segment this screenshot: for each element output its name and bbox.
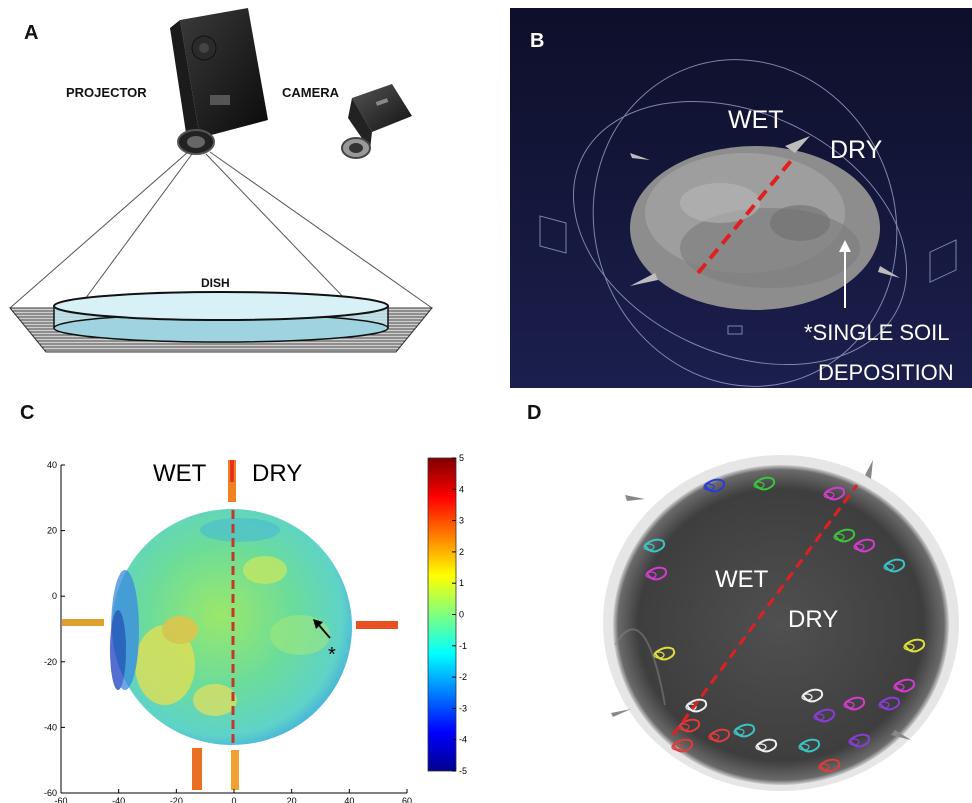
x-tick-label: 20 (287, 796, 297, 803)
larva-outline (813, 713, 825, 721)
deposition-arrowhead (839, 240, 851, 252)
dish-label: DISH (201, 276, 230, 290)
x-tick-label: 60 (402, 796, 412, 803)
c-deposition-arrowhead (313, 619, 323, 629)
larva-outline (883, 563, 895, 571)
y-tick-label: -60 (44, 788, 57, 798)
dish-illustration (53, 291, 389, 343)
colorbar-tick-label: 0 (459, 610, 464, 620)
larva-outline (671, 743, 683, 751)
heatmap-axes: -60 -40 -20 0 20 40 60 40 20 0 -20 -40 -60 (44, 460, 412, 803)
wet-dry-divider (696, 154, 797, 275)
larva-outline (653, 651, 665, 659)
c-deposition-marker: * (328, 644, 336, 666)
larva-outline (848, 738, 860, 746)
larva-outline (685, 703, 697, 711)
larva-outline (733, 728, 745, 736)
colorbar: 5 4 3 2 1 0 -1 -2 -3 -4 -5 (427, 453, 467, 776)
d-dry-label: DRY (788, 606, 838, 633)
panel-a-setup-diagram: PROJECTOR CAMERA DISH (8, 8, 434, 353)
colorbar-tick-label: -3 (459, 703, 467, 713)
dish-pins (611, 460, 911, 740)
orbit-guides (539, 59, 957, 387)
panel-a-label: A (24, 22, 39, 44)
heat-pins (62, 460, 398, 790)
larva-outline (801, 693, 813, 701)
x-tick-label: -20 (170, 796, 183, 803)
larva-tracks (643, 476, 926, 773)
x-tick-label: 0 (231, 796, 236, 803)
calibration-pins (630, 136, 900, 286)
larva-outline (818, 763, 830, 771)
larva-outline (893, 683, 905, 691)
larva-outline (798, 743, 810, 751)
larva-outline (753, 481, 765, 489)
c-deposition-arrow (317, 623, 331, 639)
colorbar-gradient (427, 457, 457, 772)
larva-outline (823, 491, 835, 499)
x-tick-label: -60 (54, 796, 67, 803)
panel-b-scene: WET DRY *SINGLE SOIL DEPOSITION (539, 59, 957, 387)
soil-surface (630, 146, 880, 310)
larva-outline (903, 643, 915, 651)
panel-c-label: C (20, 402, 35, 424)
larva-outline (878, 701, 890, 709)
projector-label: PROJECTOR (66, 85, 147, 100)
colorbar-tick-label: -1 (459, 641, 467, 651)
panel-b-label: B (530, 30, 545, 52)
tracking-dish (603, 455, 959, 791)
wet-label: WET (728, 106, 784, 134)
larva-outline (833, 533, 845, 541)
colorbar-tick-label: 1 (459, 578, 464, 588)
panel-d-label: D (527, 402, 542, 424)
panel-d-tracking: WET DRY (603, 455, 959, 791)
colorbar-tick-label: -4 (459, 735, 467, 745)
y-tick-label: -40 (44, 722, 57, 732)
larva-outline (645, 571, 657, 579)
c-dry-label: DRY (252, 460, 302, 487)
deposition-note-line2: DEPOSITION (818, 360, 954, 385)
colorbar-tick-label: 2 (459, 547, 464, 557)
y-tick-label: -20 (44, 657, 57, 667)
colorbar-tick-label: -5 (459, 766, 467, 776)
camera-illustration (341, 84, 412, 159)
larva-outline (843, 701, 855, 709)
heatmap-plot-area: * WET DRY (60, 460, 408, 794)
y-tick-label: 40 (47, 460, 57, 470)
y-tick-label: 20 (47, 526, 57, 536)
projector-illustration (170, 8, 268, 155)
dry-label: DRY (830, 136, 883, 164)
panel-c-heatmap: * WET DRY -60 -40 -20 0 20 40 6040200-20-40-60… (44, 453, 467, 803)
panel-b-3d-scan: WET DRY *SINGLE SOIL DEPOSITION (510, 8, 972, 388)
d-wet-dry-divider (671, 484, 859, 736)
colorbar-tick-label: 3 (459, 516, 464, 526)
c-wet-label: WET (153, 460, 207, 487)
colorbar-tick-label: 5 (459, 453, 464, 463)
d-wet-label: WET (715, 566, 769, 593)
colorbar-tick-label: -2 (459, 672, 467, 682)
larva-outline (643, 543, 655, 551)
y-tick-label: 0 (52, 591, 57, 601)
larva-outline (755, 743, 767, 751)
camera-label: CAMERA (282, 85, 340, 100)
larva-outline (703, 483, 715, 491)
deposition-note-line1: *SINGLE SOIL (804, 320, 950, 345)
colorbar-tick-label: 4 (459, 484, 464, 494)
larva-outline (853, 543, 865, 551)
colorbar-ticks: 5 4 3 2 1 0 -1 -2 -3 -4 -5 (452, 453, 467, 776)
x-tick-label: -40 (112, 796, 125, 803)
larva-outline (708, 733, 720, 741)
x-tick-label: 40 (344, 796, 354, 803)
